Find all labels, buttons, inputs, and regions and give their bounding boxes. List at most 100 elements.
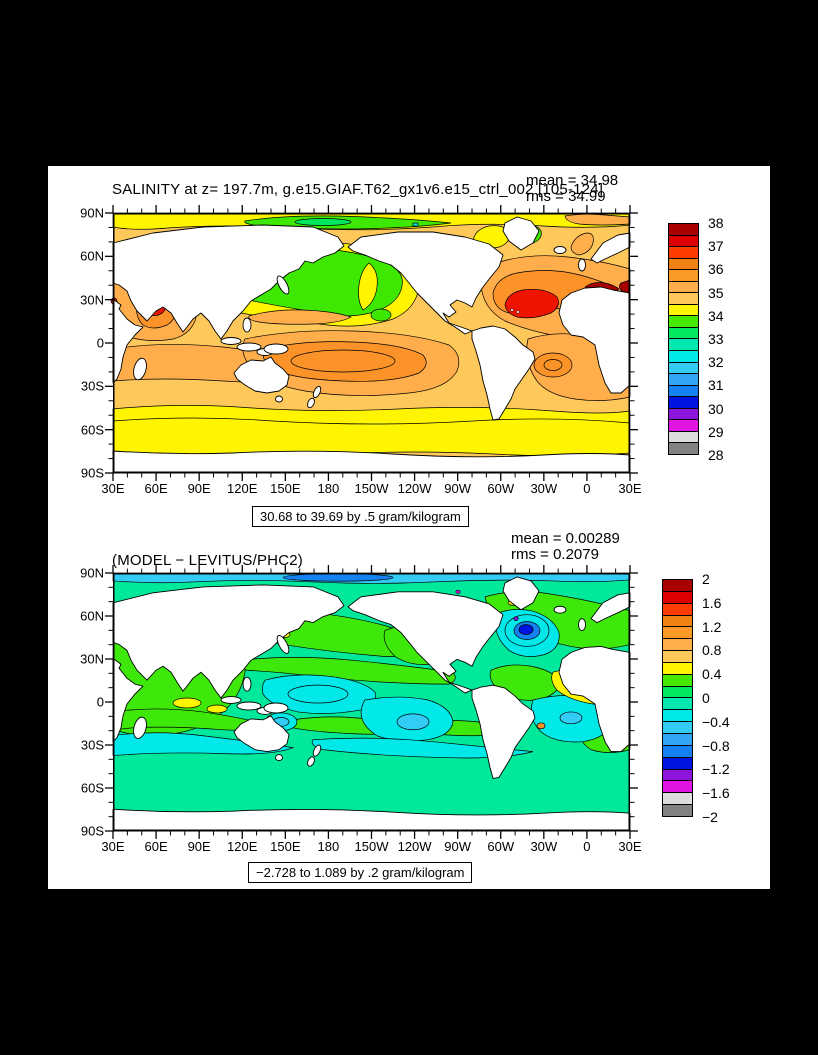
colorbar-tick-label: 29: [708, 423, 724, 440]
colorbar-tick-label: 34: [708, 307, 724, 324]
colorbar-segment: [669, 442, 698, 454]
colorbar-segment: [669, 326, 698, 339]
colorbar-tick-label: 38: [708, 215, 724, 231]
colorbar-segment: [669, 361, 698, 374]
colorbar-segment: [669, 303, 698, 316]
axis-tick-label: 150E: [270, 481, 301, 496]
axis-tick-label: 0: [96, 694, 104, 710]
colorbar-tick-label: 31: [708, 377, 724, 394]
colorbar-tick-label: 37: [708, 238, 724, 255]
colorbar-segment: [663, 590, 692, 603]
colorbar-segment: [669, 350, 698, 362]
map-frame: [113, 213, 630, 473]
colorbar-tick-label: −2: [702, 809, 718, 825]
colorbar-segment: [663, 661, 692, 674]
colorbar-segment: [663, 626, 692, 639]
colorbar-segment: [669, 280, 698, 293]
top-range-label: 30.68 to 39.69 by .5 gram/kilogram: [252, 506, 469, 527]
axis-tick-label: 60E: [144, 481, 168, 496]
colorbar-segment: [663, 732, 692, 745]
colorbar-tick-label: 33: [708, 331, 724, 347]
colorbar-segment: [669, 430, 698, 443]
colorbar-segment: [663, 744, 692, 757]
colorbar-segment: [663, 650, 692, 662]
colorbar-segment: [669, 315, 698, 327]
axis-tick-label: 120E: [227, 481, 258, 496]
colorbar-segment: [669, 407, 698, 420]
colorbar-segment: [663, 638, 692, 651]
colorbar-tick-label: 36: [708, 261, 724, 278]
top-mean-value: mean = 34.98: [526, 172, 619, 189]
axis-tick-label: 90N: [80, 565, 104, 581]
colorbar-segment: [669, 292, 698, 304]
axis-tick-label: 30E: [101, 481, 125, 496]
top-plot-stats: mean = 34.98 rms = 34.99: [526, 173, 618, 205]
axis-tick-label: 150W: [354, 839, 389, 854]
colorbar-tick-label: 0: [702, 690, 710, 706]
colorbar-segment: [669, 246, 698, 258]
bottom-mean-value: mean = 0.00289: [511, 530, 620, 547]
colorbar-tick-label: 35: [708, 284, 724, 301]
salinity-map: [105, 205, 638, 481]
colorbar-segment: [669, 269, 698, 281]
axis-tick-label: 60E: [144, 839, 168, 854]
axis-tick-label: 60S: [80, 422, 104, 438]
colorbar-segment: [663, 709, 692, 722]
bottom-plot-title: (MODEL − LEVITUS/PHC2): [112, 552, 303, 569]
colorbar-tick-label: 2: [702, 571, 710, 587]
axis-tick-label: 180: [317, 481, 340, 496]
colorbar-segment: [663, 768, 692, 781]
axis-tick-label: 30E: [101, 839, 125, 854]
axis-tick-label: 60N: [80, 248, 104, 264]
axis-tick-label: 90W: [444, 481, 472, 496]
top-colorbar: [668, 223, 699, 455]
bottom-rms-value: rms = 0.2079: [511, 546, 599, 563]
colorbar-segment: [663, 673, 692, 686]
colorbar-tick-label: 1.2: [702, 618, 722, 635]
colorbar-tick-label: −1.6: [702, 785, 730, 802]
axis-tick-label: 60W: [487, 839, 515, 854]
bottom-plot-stats: mean = 0.00289 rms = 0.2079: [511, 531, 620, 563]
colorbar-tick-label: −0.4: [702, 713, 730, 730]
axis-tick-label: 30N: [80, 292, 104, 308]
axis-ticks: [105, 205, 638, 481]
axis-tick-label: 90S: [80, 465, 104, 481]
colorbar-segment: [669, 384, 698, 397]
top-plot-title: SALINITY at z= 197.7m, g.e15.GIAF.T62_gx…: [112, 181, 604, 198]
figure-panel: SALINITY at z= 197.7m, g.e15.GIAF.T62_gx…: [48, 166, 770, 889]
colorbar-segment: [663, 792, 692, 805]
axis-tick-label: 30S: [80, 378, 104, 394]
colorbar-tick-label: 32: [708, 354, 724, 371]
map-frame: [113, 573, 630, 831]
colorbar-tick-label: 0.8: [702, 642, 722, 659]
axis-tick-label: 60W: [487, 481, 515, 496]
axis-tick-label: 30W: [530, 839, 558, 854]
axis-tick-label: 30N: [80, 651, 104, 667]
colorbar-segment: [663, 697, 692, 710]
axis-tick-label: 90E: [187, 481, 211, 496]
colorbar-segment: [663, 780, 692, 793]
axis-tick-label: 0: [96, 335, 104, 351]
colorbar-tick-label: −1.2: [702, 761, 730, 778]
colorbar-segment: [663, 602, 692, 615]
axis-tick-label: 90N: [80, 205, 104, 221]
bottom-range-label: −2.728 to 1.089 by .2 gram/kilogram: [248, 862, 473, 883]
axis-tick-label: 90S: [80, 823, 104, 839]
colorbar-segment: [663, 804, 692, 816]
colorbar-segment: [669, 373, 698, 385]
colorbar-tick-label: 1.6: [702, 594, 722, 611]
colorbar-segment: [663, 756, 692, 769]
axis-tick-label: 90W: [444, 839, 472, 854]
axis-tick-label: 30E: [618, 481, 642, 496]
axis-tick-label: 60S: [80, 780, 104, 796]
axis-tick-label: 150W: [354, 481, 389, 496]
axis-tick-label: 60N: [80, 608, 104, 624]
axis-tick-label: 0: [583, 481, 591, 496]
colorbar-segment: [669, 419, 698, 431]
axis-tick-label: 30E: [618, 839, 642, 854]
difference-map: [105, 565, 638, 839]
top-rms-value: rms = 34.99: [526, 188, 606, 205]
colorbar-tick-label: −0.8: [702, 737, 730, 754]
colorbar-segment: [669, 234, 698, 247]
